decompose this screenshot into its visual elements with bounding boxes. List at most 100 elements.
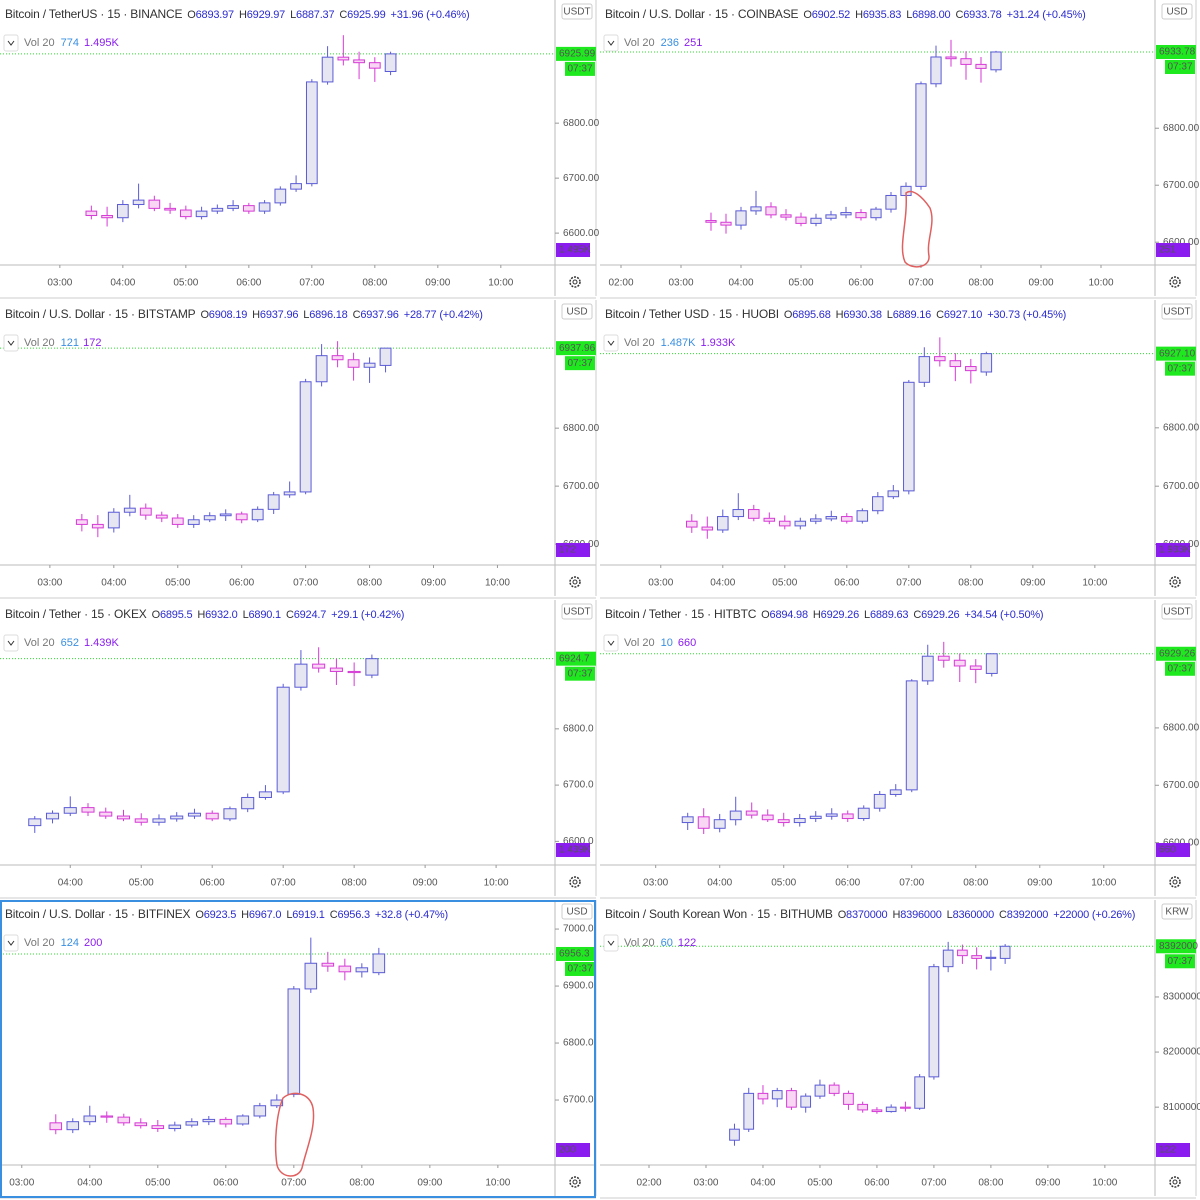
x-tick-label: 04:00: [77, 1178, 102, 1189]
candle-body: [761, 814, 774, 821]
volume-value: 652: [61, 637, 79, 649]
x-tick-label: 06:00: [835, 878, 860, 889]
volume-box-label: 251: [1159, 245, 1176, 256]
countdown: 07:37: [567, 64, 592, 75]
settings-button[interactable]: [1169, 876, 1181, 888]
candle-body: [227, 205, 239, 209]
last-price-box: [556, 651, 596, 666]
candle-body: [686, 520, 698, 528]
ohlc-value: 6929.26: [821, 609, 859, 621]
candle-body: [810, 217, 822, 224]
settings-button[interactable]: [569, 1176, 581, 1188]
settings-button[interactable]: [1169, 576, 1181, 588]
y-tick-label: 7000.0: [563, 924, 594, 935]
candle-body: [329, 667, 343, 672]
candle-body: [123, 507, 136, 513]
candle-body: [287, 988, 301, 1095]
gear-icon: [569, 576, 581, 588]
y-tick-label: 6800.00: [563, 118, 600, 129]
settings-button[interactable]: [569, 276, 581, 288]
x-tick-label: 03:00: [47, 278, 72, 289]
volume-ma: 660: [678, 637, 696, 649]
ohlc-value: 6930.38: [843, 309, 881, 321]
x-tick-label: 10:00: [1082, 578, 1107, 589]
settings-button[interactable]: [1169, 276, 1181, 288]
change: +34.54 (+0.50%): [964, 609, 1043, 621]
volume-label: Vol 20: [624, 337, 655, 349]
chart-panel: Bitcoin / Tether · 15 · HITBTC O6894.98 H6…: [600, 600, 1200, 899]
ohlc-value: 8392000: [1007, 909, 1049, 921]
settings-button[interactable]: [569, 876, 581, 888]
volume-value: 124: [61, 937, 79, 949]
last-price-label: 6937.96: [559, 343, 596, 354]
plot-area: [600, 641, 1155, 835]
chevron: [7, 340, 15, 346]
candle-body: [705, 220, 717, 223]
volume-label: Vol 20: [24, 937, 55, 949]
candle-body: [236, 1115, 250, 1125]
candle-body: [253, 1105, 267, 1117]
volume-ma: 200: [84, 937, 102, 949]
chevron: [607, 40, 615, 46]
volume-box-label: 1.933K: [1159, 545, 1191, 556]
volume-box-label: 660: [1159, 845, 1176, 856]
countdown-box: [1165, 661, 1195, 676]
change: +29.1 (+0.42%): [331, 609, 404, 621]
x-tick-label: 06:00: [229, 578, 254, 589]
candle-body: [379, 347, 392, 366]
candle-body: [750, 206, 762, 212]
gear-icon: [1169, 876, 1181, 888]
candle-body: [258, 202, 271, 212]
last-price-box: [556, 341, 596, 356]
settings-button[interactable]: [569, 576, 581, 588]
ohlc-value: 6887.37: [296, 9, 334, 21]
x-tick-label: 03:00: [643, 878, 668, 889]
x-tick-label: 09:00: [421, 578, 446, 589]
chevron: [607, 340, 615, 346]
settings-button[interactable]: [1169, 1176, 1181, 1188]
candle-body: [28, 818, 42, 827]
volume-value: 236: [661, 37, 679, 49]
panel-background: [600, 300, 1196, 596]
candle-body: [771, 1090, 783, 1100]
ohlc-key: L: [906, 9, 912, 21]
candle-body: [885, 1106, 897, 1113]
chevron: [7, 640, 15, 646]
chart-panel: Bitcoin / Tether · 15 · OKEX O6895.5 H6932…: [0, 600, 597, 899]
candle-body: [179, 209, 192, 218]
x-tick-label: 06:00: [213, 1178, 238, 1189]
y-tick-label: 6800.0: [563, 723, 594, 734]
ohlc-value: 6929.97: [247, 9, 285, 21]
x-tick-label: 07:00: [299, 278, 324, 289]
candle-body: [779, 520, 791, 527]
candle-body: [185, 1121, 199, 1126]
candle-body: [873, 793, 886, 809]
gear-hub: [572, 279, 578, 285]
x-tick-label: 08:00: [978, 1178, 1003, 1189]
x-tick-label: 07:00: [293, 578, 318, 589]
collapse-button: [3, 34, 19, 52]
x-tick-label: 07:00: [271, 878, 296, 889]
chart-panel: Bitcoin / U.S. Dollar · 15 · BITFINEX O69…: [0, 900, 597, 1199]
candle-body: [235, 513, 248, 521]
candle-body: [99, 811, 113, 817]
currency-box: [561, 303, 593, 320]
candle-body: [857, 1103, 869, 1111]
x-tick-label: 05:00: [165, 578, 190, 589]
candle-body: [949, 360, 962, 368]
y-tick-label: 6600.00: [563, 228, 600, 239]
candle-body: [45, 812, 60, 820]
last-price-label: 6924.7: [559, 653, 590, 664]
chart-panel: Bitcoin / U.S. Dollar · 15 · BITSTAMP O69…: [0, 300, 600, 599]
x-tick-label: 10:00: [488, 278, 513, 289]
candle-body: [953, 659, 966, 667]
candle-body: [900, 1106, 911, 1109]
collapse-button: [3, 634, 19, 652]
currency-box: [1161, 603, 1193, 620]
candle-body: [251, 508, 264, 521]
countdown: 07:37: [567, 668, 592, 679]
x-tick-label: 09:00: [1028, 278, 1053, 289]
last-price-label: 8392000: [1159, 941, 1198, 952]
candle-body: [843, 1092, 854, 1105]
x-tick-label: 02:00: [608, 278, 633, 289]
